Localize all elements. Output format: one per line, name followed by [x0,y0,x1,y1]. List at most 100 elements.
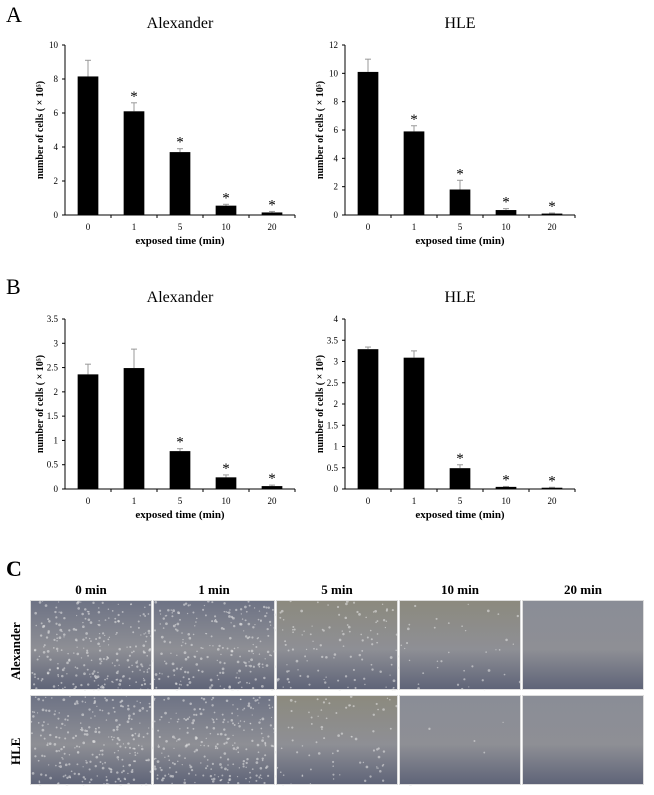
micrograph-alexander-10min [399,600,522,691]
significance-asterisk: * [268,197,276,213]
svg-text:0: 0 [54,210,59,220]
bar [215,205,237,215]
significance-asterisk: * [548,473,556,489]
significance-asterisk: * [176,135,184,151]
bar [357,71,379,215]
svg-text:6: 6 [334,125,339,135]
svg-text:6: 6 [54,108,59,118]
bar [541,213,563,215]
bar [541,487,563,489]
svg-text:0: 0 [334,484,339,494]
panel-label-b: B [6,274,21,299]
chart-title: Alexander [147,15,214,32]
svg-text:0: 0 [334,210,339,220]
chart-b-hle: HLE 0 0.5 1 1.5 2 2.5 3 3.5 4 0 1 5 * 10 * 20 * exposed ti… [300,284,590,534]
svg-text:exposed time (min): exposed time (min) [415,509,505,521]
svg-text:exposed time (min): exposed time (min) [135,509,225,521]
bar-chart-svg: Alexander 0 0.5 1 1.5 2 2.5 3 3.5 0 1 5 * 10 * 20 * expos… [35,289,296,521]
svg-text:5: 5 [458,222,463,232]
svg-text:5: 5 [178,496,183,506]
svg-text:2: 2 [334,399,339,409]
bar [215,477,237,489]
chart-b-alexander: Alexander 0 0.5 1 1.5 2 2.5 3 3.5 0 1 5 * 10 * 20 * expos… [20,284,310,534]
bar-chart-svg: HLE 0 2 4 6 8 10 12 0 1 * 5 * 10 * 20 * exposed time (min… [315,15,576,247]
svg-text:2: 2 [54,176,59,186]
bar [169,451,191,489]
svg-text:8: 8 [334,97,339,107]
svg-text:4: 4 [54,142,59,152]
bar [261,486,283,489]
svg-text:2: 2 [54,387,59,397]
bar [403,357,425,489]
svg-text:1.5: 1.5 [47,411,59,421]
row-label-alexander: Alexander [8,622,23,680]
svg-text:0: 0 [366,222,371,232]
micrograph-hle-10min [399,695,521,788]
significance-asterisk: * [222,461,230,477]
significance-asterisk: * [502,472,510,488]
bar [77,374,99,489]
svg-text:1: 1 [334,442,339,452]
significance-asterisk: * [502,195,510,211]
bar [449,189,471,215]
column-label-20min: 20 min [564,582,602,597]
svg-text:10: 10 [502,496,512,506]
chart-title: HLE [444,15,475,32]
significance-asterisk: * [456,166,464,182]
significance-asterisk: * [410,112,418,128]
significance-asterisk: * [222,190,230,206]
svg-text:number of cells ( × 10⁵): number of cells ( × 10⁵) [315,81,326,179]
svg-text:0: 0 [86,496,91,506]
svg-text:exposed time (min): exposed time (min) [415,235,505,247]
svg-text:4: 4 [334,314,339,324]
micrograph-hle-0min [30,695,154,787]
bar [77,76,99,215]
svg-text:0: 0 [54,484,59,494]
svg-text:20: 20 [548,496,558,506]
svg-text:number of cells ( × 10⁵): number of cells ( × 10⁵) [315,355,326,453]
svg-text:2: 2 [334,182,339,192]
bar [495,210,517,215]
svg-text:0.5: 0.5 [327,463,339,473]
svg-text:exposed time (min): exposed time (min) [135,235,225,247]
svg-text:10: 10 [329,68,339,78]
svg-text:3: 3 [54,338,59,348]
svg-text:20: 20 [268,496,278,506]
svg-text:5: 5 [458,496,463,506]
bar [357,349,379,489]
bar-chart-svg: Alexander 0 2 4 6 8 10 0 1 * 5 * 10 * 20 * exposed time … [35,15,296,247]
svg-text:3.5: 3.5 [47,314,59,324]
bar-chart-svg: HLE 0 0.5 1 1.5 2 2.5 3 3.5 4 0 1 5 * 10 * 20 * exposed ti… [315,289,576,521]
svg-text:0: 0 [366,496,371,506]
svg-text:1: 1 [132,496,137,506]
svg-text:1: 1 [132,222,137,232]
svg-text:number of cells ( × 10⁵): number of cells ( × 10⁵) [35,355,46,453]
svg-text:20: 20 [548,222,558,232]
svg-text:0.5: 0.5 [47,460,59,470]
panel-label-c: C [6,556,22,581]
svg-text:1: 1 [412,496,417,506]
svg-text:10: 10 [222,496,232,506]
micrograph-alexander-5min [276,600,400,692]
svg-text:12: 12 [329,40,338,50]
chart-title: Alexander [147,289,214,306]
column-label-1min: 1 min [198,582,230,597]
micrograph-hle-1min [152,695,278,785]
bar [123,368,145,489]
column-label-0min: 0 min [75,582,107,597]
svg-text:3.5: 3.5 [327,335,339,345]
svg-text:0: 0 [86,222,91,232]
svg-text:5: 5 [178,222,183,232]
bar [403,131,425,215]
bar [123,111,145,215]
svg-text:3: 3 [334,357,339,367]
svg-text:10: 10 [502,222,512,232]
bar [261,212,283,215]
svg-text:2.5: 2.5 [47,363,59,373]
svg-text:2.5: 2.5 [327,378,339,388]
significance-asterisk: * [130,89,138,105]
panel-label-a: A [6,2,22,27]
svg-text:8: 8 [54,74,59,84]
svg-text:1.5: 1.5 [327,420,339,430]
bar [449,468,471,489]
